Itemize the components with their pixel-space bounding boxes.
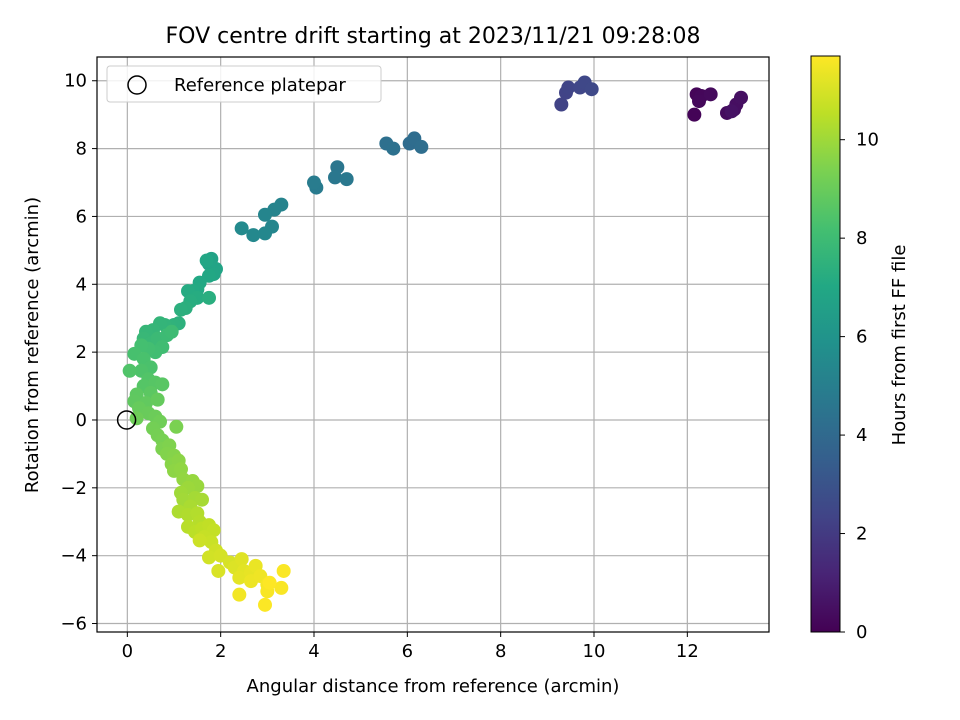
data-point [234, 221, 249, 236]
colorbar-ticks: 0 2 4 6 8 10 [840, 130, 879, 643]
data-point [155, 377, 170, 392]
data-point [554, 97, 569, 112]
chart-title: FOV centre drift starting at 2023/11/21 … [166, 24, 701, 49]
data-point [734, 90, 748, 105]
legend-box [106, 65, 382, 103]
data-point [386, 141, 401, 156]
data-point [687, 107, 702, 122]
legend-marker-icon [127, 75, 147, 95]
y-tick-label: −4 [60, 546, 87, 567]
data-point [202, 550, 216, 565]
data-point [339, 172, 354, 187]
colorbar-tick-label: 4 [856, 425, 867, 446]
data-point [164, 324, 179, 339]
colorbar-label: Hours from first FF file [889, 245, 910, 446]
reference-point-marker [116, 410, 137, 430]
grid-lines [97, 57, 769, 632]
data-point [232, 587, 247, 602]
data-point [258, 597, 272, 612]
data-point [234, 552, 249, 567]
data-point [274, 580, 289, 595]
colorbar-tick-label: 0 [856, 622, 867, 643]
y-tick-label: 10 [64, 71, 87, 92]
data-point [122, 363, 137, 378]
plot-frame [96, 56, 770, 633]
legend: Reference platepar [106, 65, 382, 103]
colorbar-gradient [810, 55, 841, 633]
data-point [724, 104, 739, 119]
y-tick-label: 4 [76, 274, 87, 295]
y-tick-label: 6 [76, 206, 87, 227]
x-tick-label: 8 [495, 641, 506, 662]
y-tick-label: 2 [76, 342, 87, 363]
y-tick-label: 8 [76, 139, 87, 160]
data-point [211, 563, 226, 578]
data-points [122, 75, 748, 612]
colorbar-tick-label: 6 [856, 327, 867, 348]
data-point [276, 563, 291, 578]
colorbar: 0 2 4 6 8 10 Hours from first FF file [810, 55, 910, 643]
colorbar-tick-label: 2 [856, 524, 867, 545]
data-point [258, 207, 272, 222]
data-point [414, 139, 429, 154]
legend-entry-reference: Reference platepar [174, 75, 346, 96]
x-tick-label: 12 [676, 641, 699, 662]
colorbar-tick-label: 8 [856, 228, 867, 249]
data-point [246, 228, 261, 243]
data-point [262, 575, 277, 590]
data-point [584, 82, 599, 97]
x-tick-label: 4 [308, 641, 319, 662]
y-tick-label: −2 [60, 478, 87, 499]
data-point [150, 392, 165, 407]
y-axis-label: Rotation from reference (arcmin) [22, 197, 43, 493]
x-tick-label: 0 [122, 641, 133, 662]
data-point [174, 302, 188, 317]
data-point [703, 87, 718, 102]
y-tick-label: 0 [76, 410, 87, 431]
colorbar-tick-label: 10 [856, 130, 879, 151]
data-point [202, 290, 216, 305]
data-point [169, 419, 184, 434]
data-point [232, 570, 247, 585]
y-axis-ticks: −6 −4 −2 0 2 4 6 8 10 [60, 71, 97, 635]
data-point [328, 170, 342, 185]
data-point [307, 175, 321, 190]
data-point [692, 94, 706, 109]
x-axis-label: Angular distance from reference (arcmin) [247, 676, 620, 697]
y-tick-label: −6 [60, 614, 87, 635]
x-tick-label: 6 [402, 641, 413, 662]
data-point [192, 533, 207, 548]
x-axis-ticks: 0 2 4 6 8 10 12 [122, 632, 699, 662]
data-point [258, 226, 272, 241]
data-point [561, 80, 576, 95]
data-point [195, 492, 209, 507]
data-point [199, 253, 214, 268]
x-tick-label: 2 [215, 641, 226, 662]
x-tick-label: 10 [583, 641, 606, 662]
